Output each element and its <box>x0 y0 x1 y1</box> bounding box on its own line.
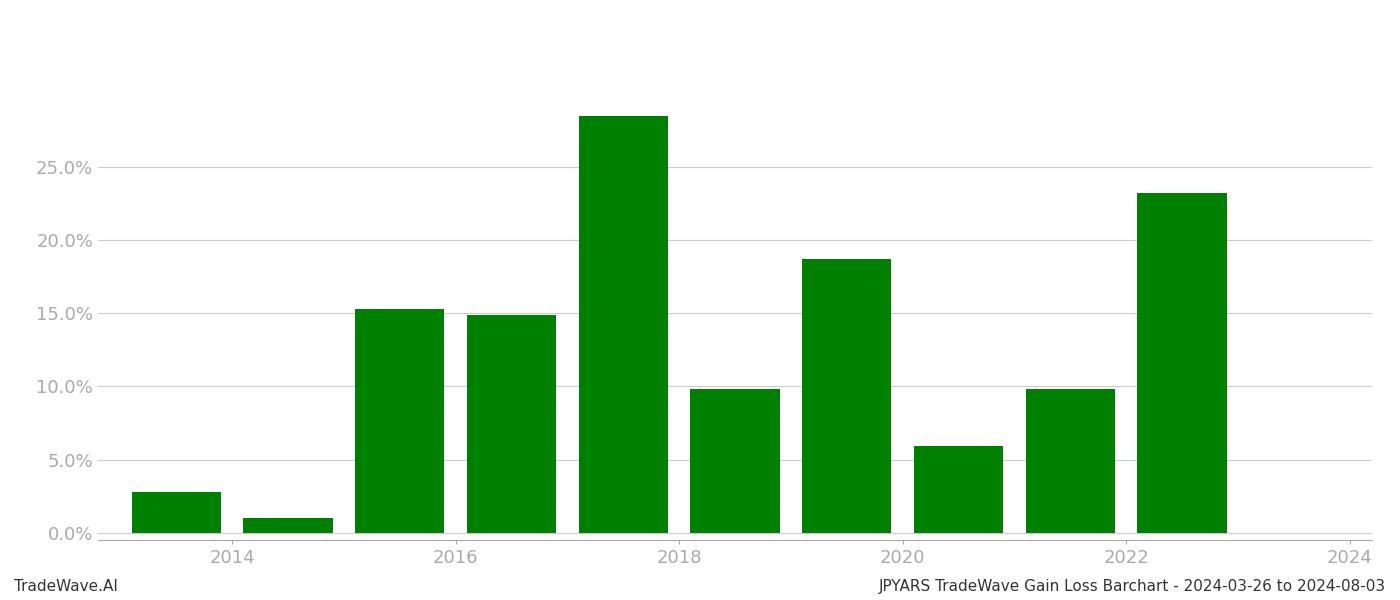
Bar <box>690 389 780 533</box>
Bar <box>466 315 556 533</box>
Bar <box>578 116 668 533</box>
Bar <box>356 309 444 533</box>
Text: JPYARS TradeWave Gain Loss Barchart - 2024-03-26 to 2024-08-03: JPYARS TradeWave Gain Loss Barchart - 20… <box>879 579 1386 594</box>
Bar <box>914 446 1004 533</box>
Bar <box>1137 193 1226 533</box>
Bar <box>132 492 221 533</box>
Text: TradeWave.AI: TradeWave.AI <box>14 579 118 594</box>
Bar <box>802 259 892 533</box>
Bar <box>1026 389 1114 533</box>
Bar <box>244 518 333 533</box>
